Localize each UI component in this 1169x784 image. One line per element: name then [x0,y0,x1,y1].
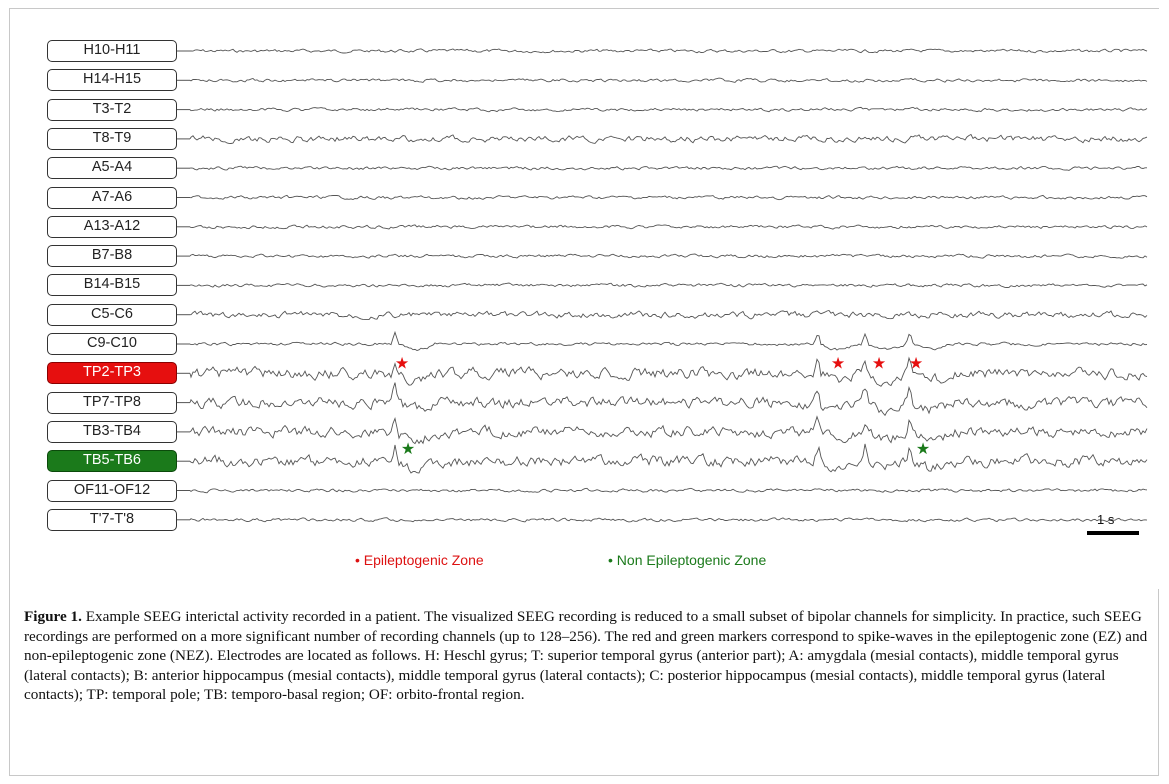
caption-label: Figure 1. [24,608,82,625]
trace-c5-c6 [190,309,1148,321]
ez-spike-marker: ★ [395,353,409,372]
channel-label-h10-h11: H10-H11 [47,40,177,62]
channel-label-c5-c6: C5-C6 [47,303,177,326]
channel-label-b14-b15: B14-B15 [47,274,177,297]
channel-label-t-7-t-8: T'7-T'8 [47,508,177,531]
trace-tp7-tp8 [189,382,1148,417]
trace-c9-c10 [189,330,1148,351]
ez-spike-marker: ★ [831,353,845,372]
trace-tp2-tp3 [189,356,1148,387]
trace-of11-of12 [189,487,1148,494]
channel-label-tp2-tp3: TP2-TP3 [47,362,177,385]
nez-spike-marker: ★ [916,439,930,458]
trace-t3-t2 [189,106,1148,113]
channel-label-a7-a6: A7-A6 [47,186,177,209]
legend-ez: • Epileptogenic Zone [355,552,484,568]
channel-label-a5-a4: A5-A4 [47,157,177,180]
trace-tb3-tb4 [189,415,1148,445]
scale-bar-label: 1 s [1097,512,1115,527]
channel-label-t8-t9: T8-T9 [47,127,177,150]
trace-a5-a4 [189,165,1147,171]
ez-spike-marker: ★ [909,353,923,372]
channel-label-of11-of12: OF11-OF12 [47,479,177,502]
figure-caption: Figure 1. Example SEEG interictal activi… [24,607,1149,705]
seeg-figure: H10-H11 H14-H15 T3-T2 T8-T9 A5-A4 A7-A6 A13-A1… [10,9,1160,589]
trace-t-7-t-8 [189,517,1148,523]
channel-label-t3-t2: T3-T2 [47,98,177,121]
legend-nez: • Non Epileptogenic Zone [608,552,767,568]
figure-frame: H10-H11 H14-H15 T3-T2 T8-T9 A5-A4 A7-A6 A13-A1… [9,8,1160,776]
caption-text: Example SEEG interictal activity recorde… [24,608,1148,704]
nez-spike-marker: ★ [401,439,415,458]
trace-t8-t9 [189,133,1148,144]
trace-b7-b8 [189,253,1148,259]
trace-a7-a6 [189,194,1148,201]
channel-label-h14-h15: H14-H15 [47,69,177,92]
trace-h14-h15 [189,77,1148,83]
ez-spike-marker: ★ [872,353,886,372]
seeg-traces: ★ ★ ★ ★ ★ ★ [177,48,1148,523]
channel-label-a13-a12: A13-A12 [47,215,177,238]
trace-tb5-tb6 [189,443,1148,474]
trace-a13-a12 [189,224,1148,230]
channel-label-tb5-tb6: TB5-TB6 [47,450,177,473]
scale-bar [1087,531,1139,535]
channel-label-tb3-tb4: TB3-TB4 [47,420,177,443]
channel-label-b7-b8: B7-B8 [47,245,177,268]
trace-b14-b15 [189,282,1148,288]
channel-label-tp7-tp8: TP7-TP8 [47,391,177,414]
trace-h10-h11 [190,48,1148,54]
channel-label-c9-c10: C9-C10 [47,333,177,355]
